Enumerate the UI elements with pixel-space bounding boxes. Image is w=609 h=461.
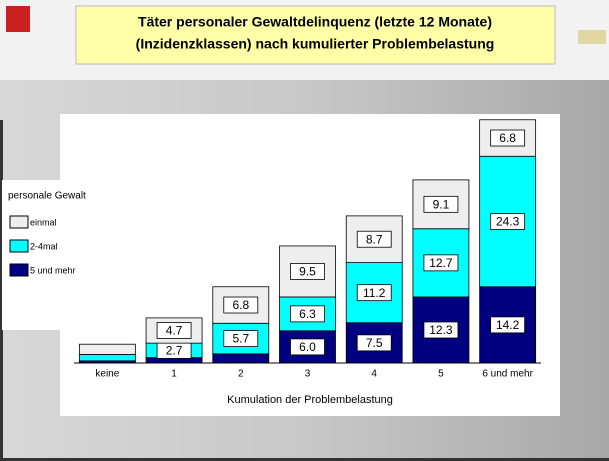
legend-title: personale Gewalt [8,191,86,202]
value-label-box [290,263,325,280]
logo-right [578,30,606,44]
chart-subtitle: (Inzidenzklassen) nach kumulierter Probl… [136,36,495,52]
value-label: 6.8 [499,131,516,145]
legend-swatch [9,263,29,277]
value-label: 12.3 [429,323,453,337]
x-tick-label: 3 [305,369,311,380]
x-tick-label: 2 [238,369,244,380]
value-label-box [490,213,526,230]
legend-bg [2,180,112,330]
frame-left [0,120,3,461]
value-label-box [223,330,259,347]
x-tick-label: 6 und mehr [482,369,533,380]
value-label: 14.2 [496,318,520,332]
value-label: 11.2 [363,286,386,300]
bar-segment [212,353,270,364]
x-tick-label: 1 [171,369,177,380]
value-label: 9.5 [299,265,316,279]
x-tick-label: keine [95,369,119,380]
value-label: 6.3 [299,307,316,321]
value-label-box [356,230,392,248]
chart-title: Täter personaler Gewaltdelinquenz (letzt… [138,14,492,30]
bar-segment [78,343,136,355]
x-axis-label: Kumulation der Problembelastung [227,394,393,406]
value-label-box [423,254,459,272]
value-label: 2.7 [166,344,183,358]
value-label: 4.7 [166,324,183,338]
value-label-box [356,334,392,352]
value-label: 7.5 [366,336,383,350]
value-label: 9.1 [433,198,450,212]
value-label-box [290,305,325,323]
legend-label: 2-4mal [30,241,58,251]
value-label-box [223,296,259,314]
value-label-box [423,195,459,213]
value-label: 6.8 [232,298,249,312]
value-label-box [423,321,459,339]
value-label: 24.3 [496,215,520,229]
x-tick-label: 4 [371,369,377,380]
value-label-box [156,322,192,339]
value-label-box [490,316,526,334]
legend-label: einmal [30,217,57,227]
value-label-box [490,129,526,147]
x-tick-label: 5 [438,369,444,380]
value-label: 12.7 [429,256,453,270]
legend-label: 5 und mehr [30,265,76,275]
value-label: 5.7 [232,332,249,346]
logo-left [6,6,30,32]
frame-bottom [0,458,609,461]
value-label: 6.0 [299,340,316,354]
value-label-box [356,284,392,302]
legend-swatch [9,215,29,229]
title-box [75,5,556,65]
bar-segment [78,354,136,362]
value-label: 8.7 [366,232,383,246]
value-label-box [290,338,325,356]
legend-swatch [9,239,29,253]
